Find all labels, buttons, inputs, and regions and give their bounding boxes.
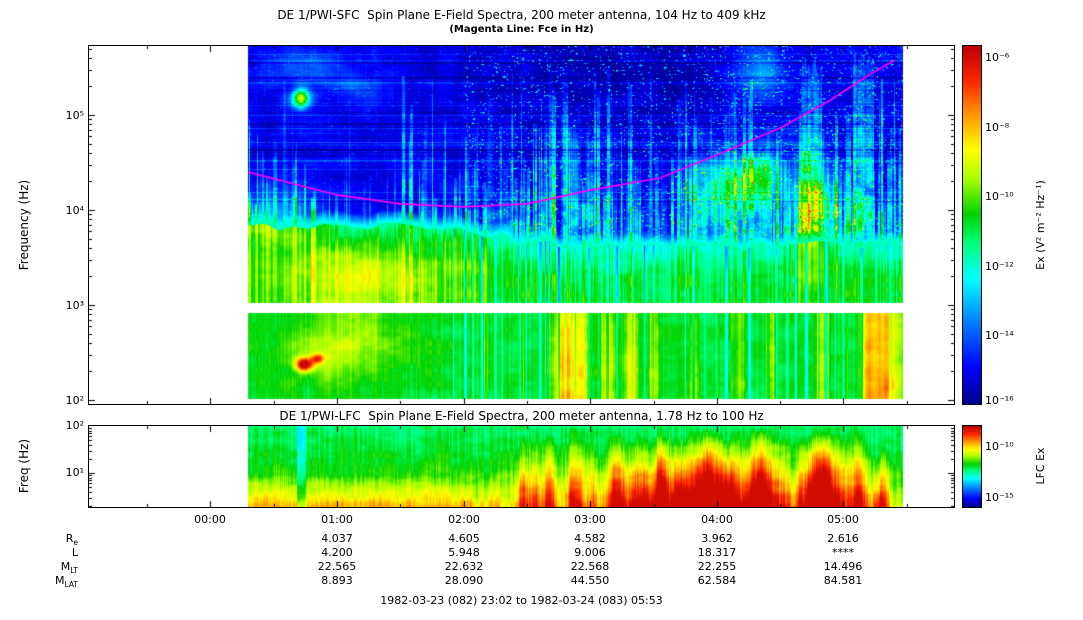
- ephemeris-label-mlt-sub: LT: [70, 566, 78, 576]
- ephemeris-label-l: L: [14, 546, 78, 563]
- ephemeris-l-0500: ****: [832, 546, 854, 559]
- sfc-cbar-tick-1e-8: 10⁻⁸: [985, 121, 1010, 134]
- ephemeris-re-0200: 4.605: [448, 532, 480, 545]
- ephemeris-mlat-0300: 44.550: [570, 574, 610, 587]
- sfc-cbar-tick-1e-6: 10⁻⁶: [985, 51, 1010, 64]
- sfc-colorbar-canvas: [963, 46, 981, 404]
- xtick-0200: 02:00: [448, 513, 480, 526]
- sfc-cbar-tick-1e-14: 10⁻¹⁴: [985, 329, 1014, 342]
- sfc-colorbar-label: Ex (V² m⁻² Hz⁻¹): [1034, 180, 1047, 270]
- ephemeris-mlat-0100: 8.893: [321, 574, 353, 587]
- sfc-ytick-1e4: 10⁴: [65, 204, 84, 217]
- ephemeris-label-mlat: MLAT: [14, 574, 78, 591]
- sfc-cbar-tick-1e-10: 10⁻¹⁰: [985, 190, 1014, 203]
- ephemeris-mlat-0400: 62.584: [697, 574, 737, 587]
- lfc-spectrogram-canvas: [89, 426, 954, 507]
- ephemeris-label-mlt: MLT: [14, 560, 78, 577]
- xtick-0000: 00:00: [194, 513, 226, 526]
- xtick-0300: 03:00: [574, 513, 606, 526]
- ephemeris-label-re: Re: [14, 532, 78, 549]
- lfc-colorbar-canvas: [963, 426, 981, 507]
- lfc-colorbar: [962, 425, 982, 508]
- ephemeris-mlt-0100: 22.565: [317, 560, 357, 573]
- ephemeris-mlt-0500: 14.496: [823, 560, 863, 573]
- ephemeris-label-re-main: R: [65, 532, 74, 545]
- ephemeris-label-mlat-sub: LAT: [64, 580, 78, 590]
- ephemeris-re-0100: 4.037: [321, 532, 353, 545]
- ephemeris-label-mlt-main: M: [60, 560, 71, 573]
- lfc-ytick-1e1: 10¹: [65, 466, 84, 479]
- ephemeris-label-mlat-main: M: [55, 574, 65, 587]
- sfc-ytick-1e2: 10²: [65, 394, 84, 407]
- ephemeris-mlat-0500: 84.581: [823, 574, 863, 587]
- ephemeris-mlat-0200: 28.090: [444, 574, 484, 587]
- sfc-title: DE 1/PWI-SFC Spin Plane E-Field Spectra,…: [277, 8, 766, 22]
- lfc-y-axis-label: Freq (Hz): [17, 438, 31, 494]
- ephemeris-mlt-0200: 22.632: [444, 560, 484, 573]
- ephemeris-mlt-0400: 22.255: [697, 560, 737, 573]
- sfc-ytick-1e5: 10⁵: [65, 109, 84, 122]
- ephemeris-l-0100: 4.200: [321, 546, 353, 559]
- xtick-0400: 04:00: [701, 513, 733, 526]
- lfc-cbar-tick-1e-15: 10⁻¹⁵: [985, 491, 1014, 504]
- ephemeris-re-0400: 3.962: [701, 532, 733, 545]
- sfc-spectrogram-canvas: [89, 46, 954, 404]
- ephemeris-l-0300: 9.006: [574, 546, 606, 559]
- sfc-plot-panel: [88, 45, 955, 405]
- sfc-ytick-1e3: 10³: [65, 299, 84, 312]
- ephemeris-re-0500: 2.616: [827, 532, 859, 545]
- lfc-plot-panel: [88, 425, 955, 508]
- xtick-0500: 05:00: [827, 513, 859, 526]
- ephemeris-mlt-0300: 22.568: [570, 560, 610, 573]
- sfc-cbar-tick-1e-16: 10⁻¹⁶: [985, 394, 1014, 407]
- lfc-colorbar-label: LFC Ex: [1034, 447, 1047, 485]
- ephemeris-label-l-main: L: [71, 546, 78, 559]
- lfc-cbar-tick-1e-10: 10⁻¹⁰: [985, 440, 1014, 453]
- ephemeris-l-0200: 5.948: [448, 546, 480, 559]
- sfc-colorbar: [962, 45, 982, 405]
- ephemeris-l-0400: 18.317: [697, 546, 737, 559]
- sfc-y-axis-label: Frequency (Hz): [17, 179, 31, 271]
- lfc-title: DE 1/PWI-LFC Spin Plane E-Field Spectra,…: [279, 409, 764, 423]
- lfc-ytick-1e2: 10²: [65, 419, 84, 432]
- sfc-cbar-tick-1e-12: 10⁻¹²: [985, 260, 1014, 273]
- ephemeris-label-re-sub: e: [73, 538, 78, 548]
- ephemeris-re-0300: 4.582: [574, 532, 606, 545]
- time-range-footer: 1982-03-23 (082) 23:02 to 1982-03-24 (08…: [380, 594, 663, 607]
- xtick-0100: 01:00: [321, 513, 353, 526]
- sfc-subtitle: (Magenta Line: Fce in Hz): [449, 24, 594, 35]
